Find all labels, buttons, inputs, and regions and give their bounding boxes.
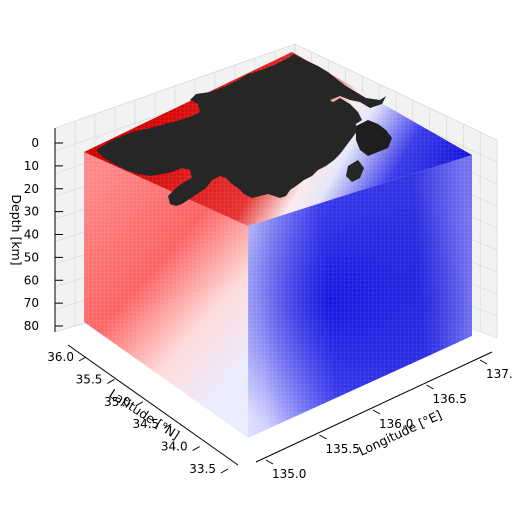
x-tick-label: 137.0 <box>486 367 512 381</box>
y-tick-label: 33.5 <box>189 462 216 476</box>
y-tick-mark <box>192 446 200 452</box>
y-tick-mark <box>163 423 172 429</box>
x-tick-label: 136.0 <box>379 417 413 431</box>
z-tick-label: 10 <box>24 159 39 173</box>
z-tick-label: 80 <box>24 319 39 333</box>
x-tick-label: 135.5 <box>326 442 360 456</box>
y-ticks: 36.035.535.034.534.033.5 <box>47 350 229 476</box>
y-tick-mark <box>107 378 115 384</box>
land-peninsula <box>356 120 392 156</box>
x-tick-label: 136.5 <box>433 392 467 406</box>
z-tick-label: 30 <box>24 205 39 219</box>
y-axis-label: Latitude [°N] <box>106 386 182 443</box>
y-tick-label: 36.0 <box>47 350 74 364</box>
y-tick-label: 34.0 <box>161 440 188 454</box>
z-tick-label: 70 <box>24 296 39 310</box>
z-tick-label: 0 <box>31 136 39 150</box>
land-honshu <box>96 54 386 206</box>
land-mask <box>96 54 392 206</box>
land-island-east <box>330 98 362 124</box>
y-tick-mark <box>220 468 229 474</box>
x-tick-mark <box>319 434 327 440</box>
x-ticks: 135.0 135.5 136.0 136.5 137.0 <box>265 359 512 481</box>
z-tick-label: 50 <box>24 250 39 264</box>
y-axis-line <box>67 344 239 466</box>
x-tick-label: 135.0 <box>272 467 306 481</box>
y-tick-mark <box>78 356 87 362</box>
volume-left-mesh <box>84 152 248 438</box>
y-tick-label: 35.5 <box>76 372 103 386</box>
y-tick-label: 35.0 <box>104 395 131 409</box>
z-tick-label: 60 <box>24 273 39 287</box>
x-tick-mark <box>265 459 274 465</box>
z-ticks: 0 10 20 30 40 50 60 70 80 <box>24 136 63 333</box>
land-island-south <box>346 160 364 182</box>
volume-right-mesh <box>248 155 472 438</box>
z-tick-label: 40 <box>24 228 39 242</box>
y-tick-mark <box>135 401 144 407</box>
x-tick-mark <box>372 409 381 415</box>
y-tick-label: 34.5 <box>132 417 159 431</box>
axes <box>54 128 493 466</box>
x-tick-mark <box>426 384 434 390</box>
volume <box>84 52 472 438</box>
z-tick-label: 20 <box>24 182 39 196</box>
x-tick-mark <box>479 359 488 365</box>
x-axis-label: Longitude [°E] <box>356 407 444 459</box>
z-axis-label: Depth [km] <box>9 194 24 265</box>
x-axis-line <box>255 351 493 463</box>
